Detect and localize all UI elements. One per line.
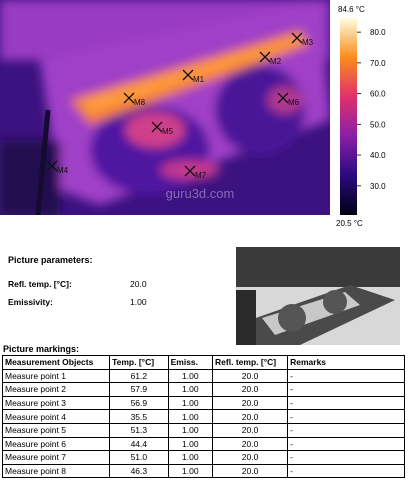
table-row: Measure point 7 51.0 1.00 20.0- bbox=[1, 450, 405, 465]
table-cell: - bbox=[287, 422, 405, 438]
table-cell: Measure point 5 bbox=[1, 422, 111, 438]
table-cell: 20.0 bbox=[212, 382, 289, 397]
table-cell: 20.0 bbox=[212, 450, 289, 465]
table-cell: 20.0 bbox=[212, 463, 289, 479]
table-cell: 1.00 bbox=[167, 409, 214, 424]
marker-cross bbox=[182, 69, 194, 81]
scale-tick-label: 40.0 bbox=[370, 151, 386, 160]
table-cell: 20.0 bbox=[212, 368, 289, 384]
header-cell: Measurement Objects bbox=[1, 355, 111, 370]
photo bbox=[236, 247, 400, 345]
scale-tick-label: 70.0 bbox=[370, 59, 386, 68]
table-cell: Measure point 6 bbox=[1, 436, 111, 452]
table-row: Measure point 5 51.3 1.00 20.0- bbox=[1, 422, 405, 438]
table-row: Measure point 6 44.4 1.00 20.0- bbox=[1, 436, 405, 452]
watermark: guru3d.com bbox=[166, 186, 235, 201]
marker-cross bbox=[184, 165, 196, 177]
table-cell: 20.0 bbox=[212, 436, 289, 452]
table-cell: 46.3 bbox=[109, 463, 169, 479]
table-cell: Measure point 1 bbox=[1, 368, 111, 384]
marker-label: M8 bbox=[134, 98, 146, 107]
table-cell: 1.00 bbox=[167, 450, 214, 465]
table-cell: - bbox=[287, 436, 405, 452]
marker-label: M2 bbox=[270, 57, 282, 66]
table-row: Measure point 3 56.9 1.00 20.0- bbox=[1, 395, 405, 411]
thermal-image bbox=[0, 0, 330, 215]
header-cell: Emiss. bbox=[167, 355, 214, 370]
table-cell: 61.2 bbox=[109, 368, 169, 384]
table-row: Measure point 4 35.5 1.00 20.0- bbox=[1, 409, 405, 424]
table-cell: 44.4 bbox=[109, 436, 169, 452]
scale-max-label: 84.6 °C bbox=[338, 5, 365, 14]
table-cell: - bbox=[287, 382, 405, 397]
header-row: Measurement Objects Temp. [°C] Emiss. Refl.… bbox=[1, 355, 405, 370]
section-title: Picture parameters: bbox=[8, 255, 93, 265]
marker-label: M1 bbox=[193, 75, 205, 84]
table-cell: 51.3 bbox=[109, 422, 169, 438]
scale-tick-label: 30.0 bbox=[370, 182, 386, 191]
table-row: Measure point 8 46.3 1.00 20.0- bbox=[1, 463, 405, 479]
table-cell: 20.0 bbox=[212, 422, 289, 438]
marker-cross bbox=[151, 121, 163, 133]
header-cell: Temp. [°C] bbox=[109, 355, 169, 370]
table-cell: 20.0 bbox=[212, 409, 289, 424]
table-cell: 1.00 bbox=[167, 422, 214, 438]
table-row: Measure point 1 61.2 1.00 20.0- bbox=[1, 368, 405, 384]
param-value: 20.0 bbox=[130, 279, 147, 289]
table-cell: 57.9 bbox=[109, 382, 169, 397]
table-cell: - bbox=[287, 450, 405, 465]
markings-table: Measurement Objects Temp. [°C] Emiss. Refl.… bbox=[1, 355, 405, 479]
report-top: guru3d.com 84.6 °C 20.5 °C Picture param… bbox=[0, 0, 400, 354]
table-cell: 51.0 bbox=[109, 450, 169, 465]
header-cell: Refl. temp. [°C] bbox=[212, 355, 289, 370]
header-cell: Remarks bbox=[287, 355, 405, 370]
table-cell: 35.5 bbox=[109, 409, 169, 424]
marker-label: M3 bbox=[302, 38, 314, 47]
table-cell: 1.00 bbox=[167, 463, 214, 479]
table-cell: Measure point 2 bbox=[1, 382, 111, 397]
table-cell: - bbox=[287, 463, 405, 479]
marker-label: M5 bbox=[162, 127, 174, 136]
table-cell: Measure point 4 bbox=[1, 409, 111, 424]
marker-label: M6 bbox=[288, 98, 300, 107]
color-scale-bar bbox=[340, 18, 357, 215]
table-cell: - bbox=[287, 395, 405, 411]
table-cell: 1.00 bbox=[167, 436, 214, 452]
table-cell: 1.00 bbox=[167, 382, 214, 397]
scale-tick-label: 50.0 bbox=[370, 120, 386, 129]
param-name: Refl. temp. [°C]: bbox=[8, 279, 72, 289]
table-cell: 1.00 bbox=[167, 368, 214, 384]
scale-tick-label: 60.0 bbox=[370, 90, 386, 99]
param-value: 1.00 bbox=[130, 297, 147, 307]
table-cell: 1.00 bbox=[167, 395, 214, 411]
marker-label: M7 bbox=[195, 171, 207, 180]
table-cell: - bbox=[287, 368, 405, 384]
marker-cross bbox=[259, 51, 271, 63]
table-cell: Measure point 8 bbox=[1, 463, 111, 479]
table-cell: 20.0 bbox=[212, 395, 289, 411]
scale-min-label: 20.5 °C bbox=[336, 219, 363, 228]
table-cell: - bbox=[287, 409, 405, 424]
marker-cross bbox=[291, 32, 303, 44]
marker-cross bbox=[123, 92, 135, 104]
section-title: Picture markings: bbox=[3, 344, 79, 354]
table-cell: 56.9 bbox=[109, 395, 169, 411]
scale-tick-label: 80.0 bbox=[370, 28, 386, 37]
marker-cross bbox=[277, 92, 289, 104]
table-row: Measure point 2 57.9 1.00 20.0- bbox=[1, 382, 405, 397]
table-cell: Measure point 3 bbox=[1, 395, 111, 411]
param-name: Emissivity: bbox=[8, 297, 53, 307]
table-cell: Measure point 7 bbox=[1, 450, 111, 465]
marker-cross bbox=[46, 160, 58, 172]
marker-label: M4 bbox=[57, 166, 69, 175]
